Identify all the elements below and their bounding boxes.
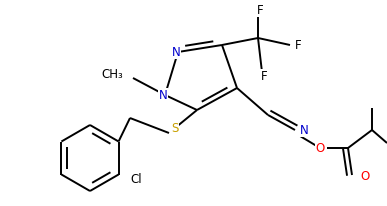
Text: O: O (360, 171, 369, 184)
Text: F: F (257, 4, 263, 16)
Text: N: N (159, 89, 167, 102)
Text: F: F (295, 39, 301, 52)
Text: S: S (171, 122, 179, 135)
Text: CH₃: CH₃ (101, 69, 123, 82)
Text: O: O (315, 142, 325, 154)
Text: N: N (171, 46, 180, 59)
Text: Cl: Cl (130, 173, 142, 186)
Text: N: N (300, 124, 309, 137)
Text: F: F (261, 69, 267, 82)
